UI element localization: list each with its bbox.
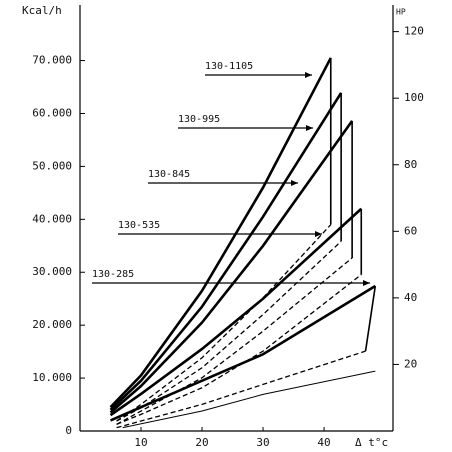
series-line bbox=[109, 57, 332, 409]
y2-tick-label: 100 bbox=[404, 91, 424, 104]
y2-tick-label: 40 bbox=[404, 291, 417, 304]
series-line bbox=[116, 224, 332, 422]
arrow-head bbox=[306, 125, 313, 131]
y2-tick-label: 80 bbox=[404, 158, 417, 171]
y-tick-label: 50.000 bbox=[32, 159, 72, 172]
drop-line bbox=[364, 285, 377, 352]
y-tick-label: 10.000 bbox=[32, 371, 72, 384]
arrow-head bbox=[315, 231, 322, 237]
arrow-head bbox=[363, 280, 370, 286]
y-tick-label: 0 bbox=[65, 424, 72, 437]
series-line bbox=[116, 257, 353, 425]
series-label: 130-845 bbox=[148, 169, 190, 180]
y-axis-label: Kcal/h bbox=[22, 4, 62, 17]
series-line bbox=[109, 207, 363, 417]
arrow-head bbox=[291, 180, 298, 186]
x-axis-label: Δ t°c bbox=[355, 436, 388, 449]
series-line bbox=[122, 370, 376, 429]
y-tick-label: 70.000 bbox=[32, 54, 72, 67]
arrow-head bbox=[305, 72, 312, 78]
series-label: 130-285 bbox=[92, 269, 134, 280]
series-line bbox=[116, 240, 342, 422]
x-tick-label: 10 bbox=[134, 436, 147, 449]
series-line bbox=[109, 92, 343, 411]
series-line bbox=[116, 350, 366, 429]
y-tick-label: 60.000 bbox=[32, 106, 72, 119]
series-line bbox=[116, 274, 362, 425]
y-tick-label: 30.000 bbox=[32, 265, 72, 278]
series-label: 130-995 bbox=[178, 114, 220, 125]
series-label: 130-535 bbox=[118, 220, 160, 231]
series-line bbox=[109, 120, 354, 414]
y-tick-label: 40.000 bbox=[32, 212, 72, 225]
y2-tick-label: 20 bbox=[404, 357, 417, 370]
x-tick-label: 30 bbox=[256, 436, 269, 449]
y2-tick-label: 120 bbox=[404, 25, 424, 38]
x-tick-label: 20 bbox=[195, 436, 208, 449]
y2-axis-label: HP bbox=[396, 8, 406, 17]
y-tick-label: 20.000 bbox=[32, 318, 72, 331]
y2-tick-label: 60 bbox=[404, 224, 417, 237]
x-tick-label: 40 bbox=[317, 436, 330, 449]
series-label: 130-1105 bbox=[205, 61, 253, 72]
